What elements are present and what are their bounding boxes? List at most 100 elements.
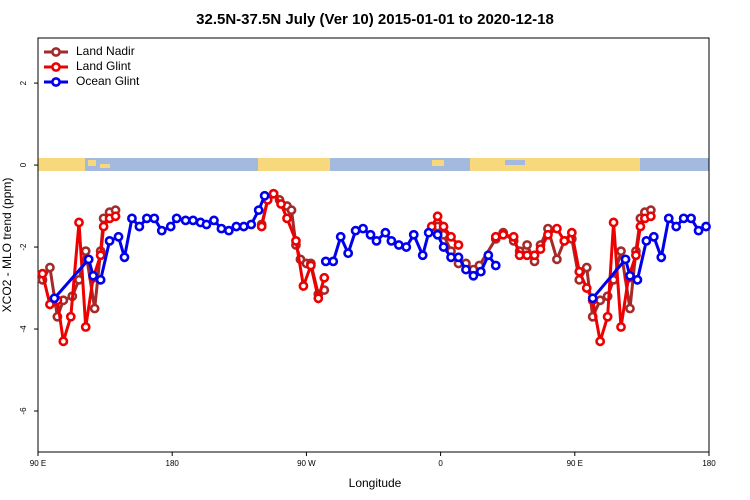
point: [319, 272, 330, 283]
point: [156, 225, 167, 236]
point: [223, 225, 234, 236]
point: [645, 211, 656, 222]
point: [483, 250, 494, 261]
point: [276, 199, 286, 209]
point: [268, 188, 279, 199]
point: [529, 250, 540, 261]
point: [438, 221, 449, 232]
point: [371, 236, 382, 246]
point: [632, 274, 643, 285]
point: [246, 219, 257, 230]
point: [65, 311, 76, 322]
x-axis-label: Longitude: [349, 476, 402, 490]
point: [188, 215, 198, 226]
point: [446, 231, 456, 242]
point: [566, 227, 577, 238]
point: [165, 221, 176, 232]
legend-marker: [51, 77, 61, 87]
point: [380, 227, 391, 238]
point: [335, 231, 346, 242]
x-tick-label: 90 W: [297, 459, 316, 468]
y-tick-label: -2: [19, 243, 28, 251]
point: [171, 213, 182, 224]
point: [595, 295, 606, 306]
y-tick-label: 0: [19, 162, 28, 167]
x-tick-label: 180: [702, 459, 716, 468]
point: [693, 225, 704, 236]
point: [298, 281, 309, 291]
point: [559, 236, 570, 246]
point: [282, 213, 292, 224]
point: [543, 229, 553, 240]
chart-title: 32.5N-37.5N July (Ver 10) 2015-01-01 to …: [196, 11, 554, 28]
point: [490, 231, 501, 242]
point: [80, 246, 91, 257]
point: [514, 250, 525, 261]
point: [365, 229, 376, 240]
point: [37, 268, 48, 279]
point: [490, 260, 501, 271]
point: [253, 205, 264, 216]
point: [259, 190, 270, 201]
point: [616, 246, 626, 257]
point: [417, 250, 428, 261]
point: [625, 303, 635, 314]
point: [648, 231, 659, 242]
point: [83, 254, 94, 265]
point: [432, 229, 443, 240]
point: [180, 215, 191, 226]
point: [498, 229, 509, 240]
y-tick-label: -4: [19, 325, 28, 333]
point: [581, 283, 592, 293]
point: [80, 322, 91, 332]
point: [256, 221, 267, 232]
point: [95, 274, 106, 285]
point: [286, 205, 297, 216]
point: [535, 244, 546, 254]
plot-frame: [37, 37, 710, 453]
point: [656, 252, 667, 263]
point: [522, 240, 532, 250]
point: [88, 270, 99, 281]
point: [686, 213, 697, 224]
legend-label: Land Glint: [76, 59, 131, 73]
point: [45, 299, 55, 310]
point: [608, 217, 619, 228]
point: [305, 260, 316, 271]
x-tick-label: 90 E: [30, 459, 46, 468]
point: [401, 242, 412, 252]
point: [432, 211, 443, 222]
point: [625, 270, 635, 281]
point: [291, 236, 301, 246]
point: [453, 252, 464, 263]
y-tick-label: -6: [19, 407, 28, 415]
point: [110, 211, 121, 222]
point: [475, 266, 486, 277]
point: [678, 213, 689, 224]
point: [238, 221, 249, 232]
point: [552, 223, 562, 234]
point: [552, 254, 562, 265]
y-axis-label: XCO2 - MLO trend (ppm): [0, 178, 14, 313]
point: [49, 293, 60, 304]
point: [620, 254, 631, 265]
x-tick-label: 0: [438, 459, 443, 468]
point: [631, 250, 641, 261]
legend-label: Ocean Glint: [76, 74, 140, 88]
point: [595, 336, 606, 347]
point: [581, 262, 592, 273]
point: [313, 293, 324, 304]
point: [320, 256, 331, 267]
point: [602, 311, 613, 322]
legend-marker: [51, 62, 61, 72]
x-tick-label: 180: [166, 459, 180, 468]
point: [641, 236, 652, 246]
series-line: [41, 191, 652, 342]
point: [343, 248, 354, 259]
point: [113, 231, 124, 242]
point: [386, 236, 397, 246]
point: [127, 213, 137, 224]
point: [141, 213, 152, 224]
point: [45, 262, 55, 273]
